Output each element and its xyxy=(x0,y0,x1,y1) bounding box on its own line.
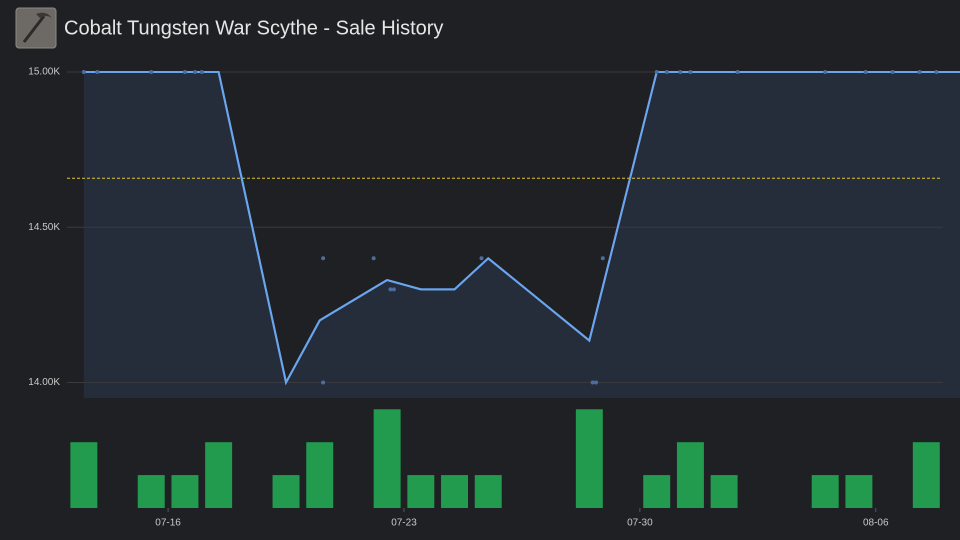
sale-dot xyxy=(388,287,393,292)
sale-dot xyxy=(391,287,396,292)
y-tick-label: 14.00K xyxy=(28,377,60,388)
sale-dot xyxy=(890,70,895,75)
y-tick-label: 15.00K xyxy=(28,67,60,78)
sale-dot xyxy=(600,256,605,261)
y-tick-label: 14.50K xyxy=(28,222,60,233)
sale-dot xyxy=(81,70,86,75)
sale-dot xyxy=(182,70,187,75)
sale-dot xyxy=(863,70,868,75)
sale-dot xyxy=(479,256,484,261)
sale-dot xyxy=(594,380,599,385)
volume-bar xyxy=(205,442,233,508)
sale-dot xyxy=(95,70,100,75)
x-tick-label: 08-06 xyxy=(863,518,889,529)
sale-dot xyxy=(590,380,595,385)
volume-bar xyxy=(643,475,671,508)
price-area xyxy=(83,72,960,398)
volume-bar xyxy=(676,442,704,508)
x-tick-label: 07-30 xyxy=(627,518,653,529)
sale-dot xyxy=(193,70,198,75)
sale-dot xyxy=(321,256,326,261)
volume-bar xyxy=(575,409,603,508)
x-tick-label: 07-16 xyxy=(155,518,181,529)
sale-dot xyxy=(934,70,939,75)
sale-dot xyxy=(371,256,376,261)
volume-bar xyxy=(70,442,98,508)
volume-bar xyxy=(137,475,165,508)
volume-bar xyxy=(441,475,469,508)
volume-bar xyxy=(171,475,199,508)
item-icon xyxy=(15,7,57,49)
volume-bar xyxy=(373,409,401,508)
volume-bar xyxy=(912,442,940,508)
volume-bar xyxy=(272,475,300,508)
sale-dot xyxy=(688,70,693,75)
sale-dot xyxy=(664,70,669,75)
sale-dot xyxy=(678,70,683,75)
volume-bar xyxy=(811,475,839,508)
volume-bar xyxy=(845,475,873,508)
chart-title: Cobalt Tungsten War Scythe - Sale Histor… xyxy=(64,17,443,39)
sale-dot xyxy=(823,70,828,75)
sale-dot xyxy=(735,70,740,75)
volume-bar xyxy=(407,475,435,508)
sale-dot xyxy=(321,380,326,385)
x-tick-label: 07-23 xyxy=(391,518,417,529)
volume-bar xyxy=(710,475,738,508)
sale-dot xyxy=(199,70,204,75)
sale-dot xyxy=(917,70,922,75)
sale-dot xyxy=(654,70,659,75)
volume-bar xyxy=(474,475,502,508)
price-line xyxy=(83,71,960,386)
volume-bar xyxy=(306,442,334,508)
sale-dot xyxy=(149,70,154,75)
